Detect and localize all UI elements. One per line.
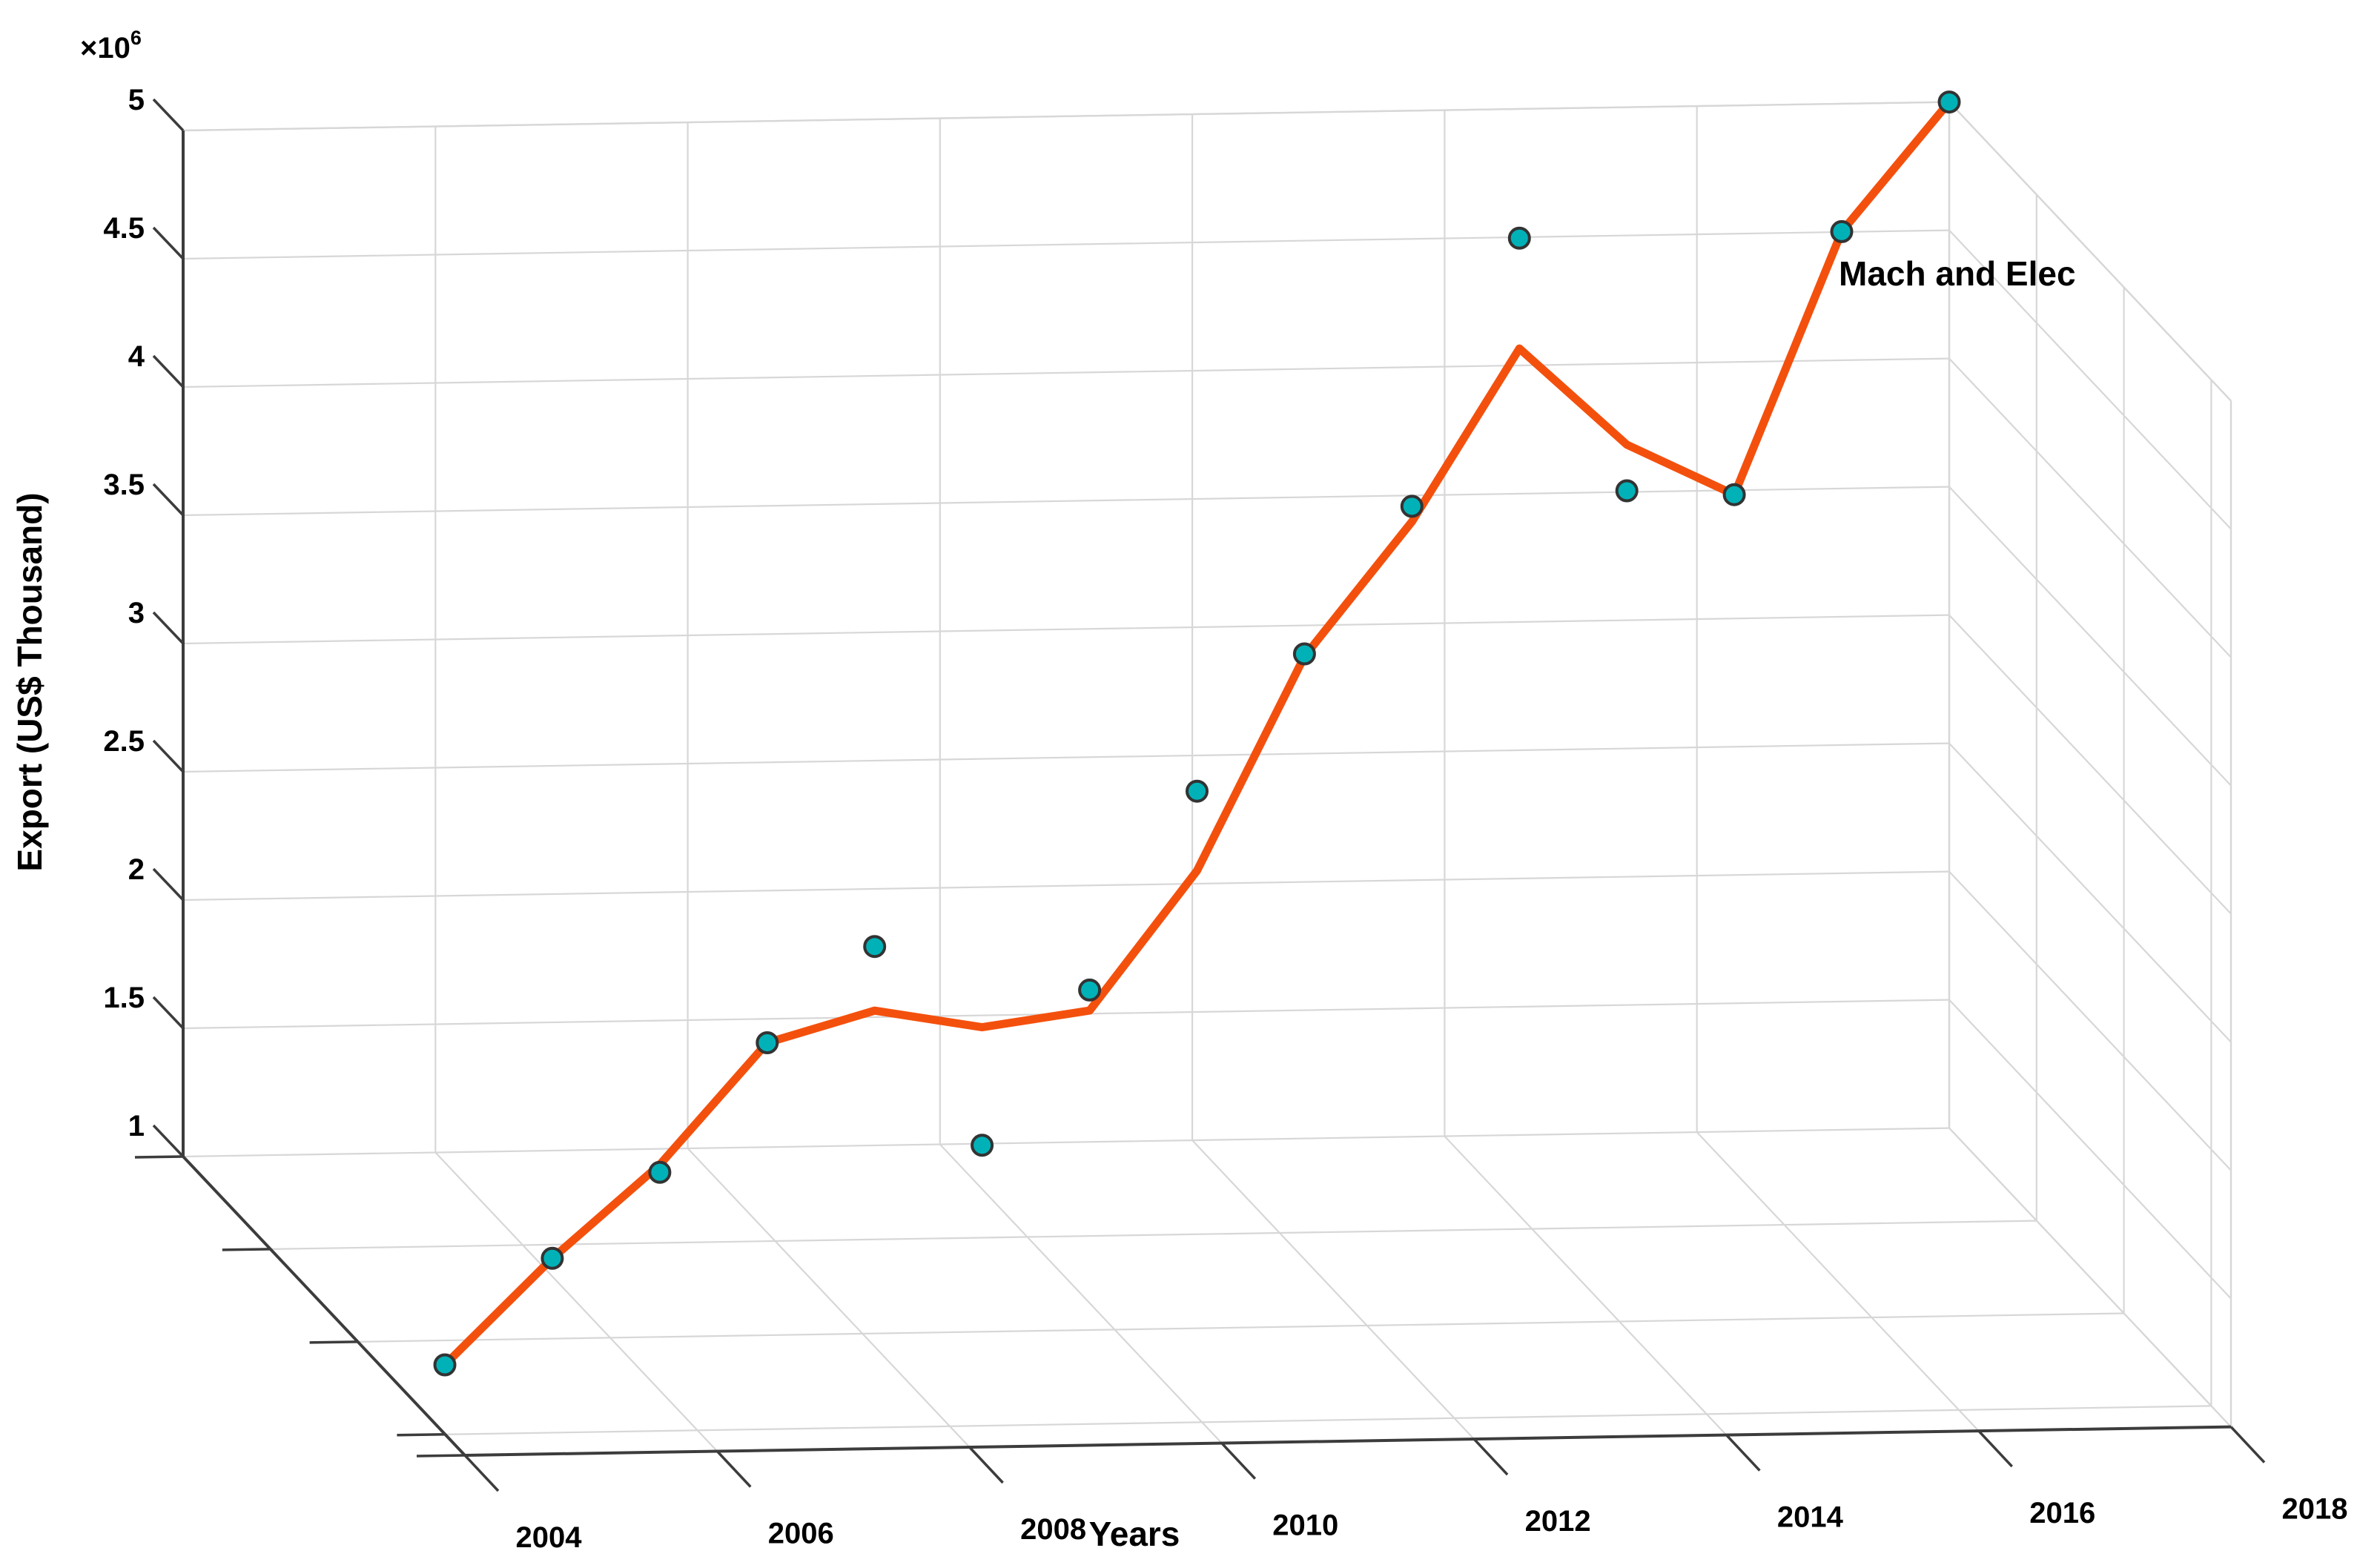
tick-mark (416, 1454, 466, 1458)
z-axis-label: Export (US$ Thousand) (10, 492, 49, 871)
tick-mark (152, 611, 185, 645)
tick-mark (152, 226, 185, 260)
x-tick-label: 2014 (1777, 1501, 1844, 1534)
x-axis-label: Years (1089, 1515, 1180, 1553)
z-tick-label: 3.5 (103, 469, 145, 501)
tick-mark (152, 867, 185, 902)
tick-mark (968, 1446, 1004, 1484)
z-tick-label: 5 (128, 84, 145, 116)
grid-line (445, 1405, 2212, 1435)
data-point-marker (1937, 90, 1961, 114)
tick-mark (152, 1124, 185, 1158)
grid-line (1191, 1139, 1475, 1440)
grid-line (1948, 101, 2232, 402)
x-tick-label: 2018 (2282, 1493, 2348, 1526)
z-tick-label: 4.5 (103, 212, 145, 245)
series-layer (433, 90, 1961, 1377)
grid-line (1948, 870, 2232, 1171)
data-point-marker (1615, 479, 1639, 503)
x-tick-label: 2010 (1272, 1509, 1338, 1542)
grid-line (182, 870, 1950, 902)
tick-mark (1220, 1442, 1257, 1480)
grid-line (270, 1220, 2037, 1250)
axis-line (182, 1155, 466, 1457)
data-point-marker (541, 1246, 564, 1270)
grid-line (182, 614, 1950, 645)
x-tick-label: 2004 (516, 1521, 583, 1554)
grid-line (1444, 1135, 1728, 1436)
tick-mark (463, 1454, 500, 1492)
grid-line (357, 1312, 2124, 1343)
data-point-marker (756, 1031, 779, 1054)
z-tick-label: 1.5 (103, 982, 145, 1014)
grid-line (687, 1148, 971, 1448)
series-annotation: Mach and Elec (1839, 254, 2076, 293)
grid-line (939, 1143, 1223, 1444)
data-point-marker (648, 1160, 672, 1184)
data-point-marker (971, 1134, 994, 1157)
tick-mark (1725, 1434, 1761, 1472)
data-point-marker (1186, 779, 1209, 803)
x-tick-label: 2012 (1525, 1505, 1591, 1538)
z-tick-label: 2 (128, 853, 145, 886)
tick-mark (1977, 1429, 2013, 1468)
tick-layer: 1 1.5 2 2.5 3 3.5 4 4.5 5 2004 2006 2008 2010 2012 201… (103, 84, 2347, 1554)
grid-line (1696, 1131, 1980, 1432)
grid-line (1948, 229, 2232, 530)
grid-line (182, 357, 1950, 388)
data-point-marker (1722, 483, 1746, 506)
tick-mark (2229, 1426, 2266, 1463)
grid-layer (182, 101, 2232, 1452)
grid-line (1948, 999, 2232, 1300)
grid-line (182, 1127, 1950, 1158)
grid-line (434, 1151, 718, 1452)
z-tick-label: 3 (128, 597, 145, 629)
tick-mark (716, 1450, 752, 1488)
z-tick-label: 1 (128, 1110, 145, 1142)
grid-line (182, 742, 1950, 773)
tick-mark (309, 1340, 358, 1344)
axis-line (464, 1425, 2232, 1457)
grid-line (1948, 486, 2232, 787)
grid-line (1948, 742, 2232, 1043)
data-point-marker (863, 935, 887, 959)
grid-line (182, 101, 1950, 132)
grid-line (1948, 614, 2232, 915)
tick-mark (152, 483, 185, 517)
data-point-marker (1507, 226, 1531, 250)
z-axis-multiplier: ×106 (80, 27, 142, 64)
tick-mark (152, 739, 185, 773)
x-tick-label: 2016 (2029, 1497, 2095, 1529)
tick-mark (152, 354, 185, 388)
x-tick-label: 2006 (768, 1518, 834, 1550)
data-point-marker (1400, 494, 1424, 518)
data-point-marker (1292, 642, 1316, 666)
z-tick-label: 2.5 (103, 725, 145, 758)
z-tick-label: 4 (128, 340, 145, 373)
grid-line (1948, 357, 2232, 658)
grid-line (1948, 1127, 2232, 1428)
tick-mark (152, 996, 185, 1030)
data-point-marker (433, 1353, 457, 1377)
grid-line (182, 486, 1950, 517)
tick-mark (152, 98, 185, 132)
data-point-marker (1078, 978, 1102, 1002)
tick-mark (1472, 1438, 1509, 1476)
tick-mark (222, 1248, 271, 1251)
x-tick-label: 2008 (1020, 1513, 1086, 1546)
label-layer: ×106 Years Export (US$ Thousand) Mach an… (10, 27, 2076, 1553)
data-point-marker (1830, 219, 1854, 243)
trend-line (440, 98, 1954, 1369)
grid-line (182, 229, 1950, 260)
